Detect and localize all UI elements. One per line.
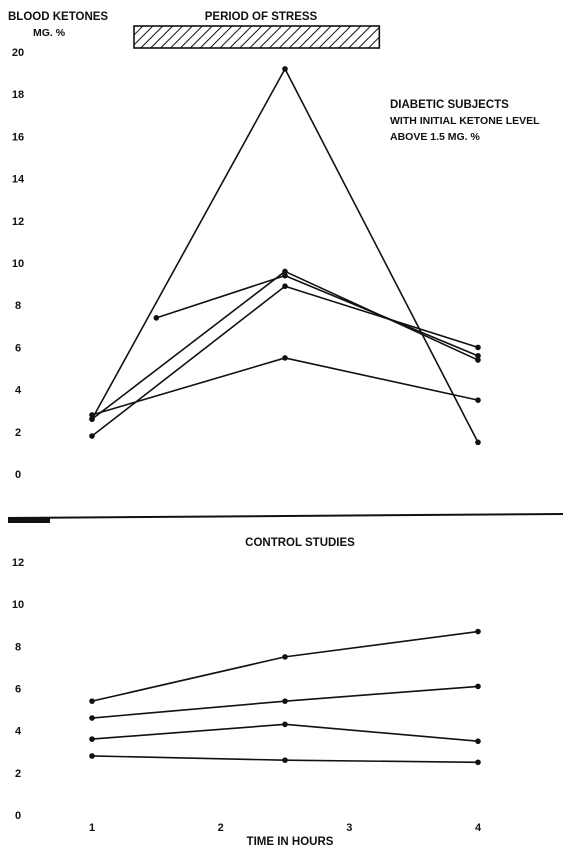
1-xtick-label: 1	[89, 822, 95, 834]
1-ytick-label: 12	[12, 557, 24, 569]
bottom-series-points	[89, 628, 481, 766]
1-data-point	[89, 698, 95, 704]
0-data-point	[475, 397, 481, 403]
1-data-point	[89, 715, 95, 721]
x-axis-label: TIME IN HOURS	[247, 836, 334, 848]
0-ytick-label: 10	[12, 258, 24, 270]
y-axis-label-line2: MG. %	[33, 27, 66, 39]
1-ytick-label: 4	[15, 726, 22, 738]
bottom-y-axis-ticks: 0 2 4 6 8 10 12	[12, 557, 24, 822]
1-ytick-label: 10	[12, 599, 24, 611]
0-ytick-label: 12	[12, 216, 24, 228]
stress-period-label: PERIOD OF STRESS	[205, 11, 318, 23]
1-data-point	[475, 738, 481, 745]
divider-mark	[8, 517, 50, 523]
0-data-point	[282, 268, 288, 275]
1-ytick-label: 2	[15, 768, 21, 780]
0-data-point	[475, 357, 481, 363]
0-series-line-4	[91, 285, 479, 437]
y-axis-label-line1: BLOOD KETONES	[8, 11, 108, 23]
bottom-x-axis-ticks: 1 2 3 4	[89, 822, 482, 834]
1-data-point	[282, 721, 288, 728]
0-series-line-5	[91, 357, 479, 416]
1-xtick-label: 3	[346, 822, 352, 834]
1-data-point	[475, 759, 481, 766]
0-ytick-label: 8	[15, 300, 21, 312]
0-ytick-label: 4	[15, 385, 22, 397]
0-ytick-label: 14	[12, 174, 25, 186]
top-series-points	[89, 66, 481, 446]
annotation-line-3: ABOVE 1.5 MG. %	[390, 131, 481, 143]
top-y-axis-ticks: 0 2 4 6 8 10 12 14 16 18 20	[12, 47, 25, 481]
0-data-point	[89, 412, 95, 418]
0-ytick-label: 2	[15, 427, 21, 439]
0-series-line-2	[156, 274, 479, 357]
control-studies-title: CONTROL STUDIES	[245, 537, 355, 549]
0-data-point	[89, 433, 95, 439]
1-xtick-label: 2	[218, 822, 224, 834]
1-data-point	[282, 757, 288, 763]
1-ytick-label: 8	[15, 641, 21, 653]
0-data-point	[282, 66, 288, 72]
0-data-point	[89, 416, 95, 422]
1-data-point	[475, 628, 481, 635]
0-ytick-label: 6	[15, 342, 21, 354]
0-data-point	[282, 355, 288, 361]
0-ytick-label: 20	[12, 47, 24, 59]
stress-period-bar	[133, 25, 381, 49]
bottom-series-lines	[91, 630, 479, 764]
1-ytick-label: 6	[15, 684, 21, 696]
1-xtick-label: 4	[475, 822, 482, 834]
panel-divider	[7, 513, 564, 519]
0-data-point	[475, 353, 481, 359]
0-ytick-label: 18	[12, 89, 24, 101]
0-data-point	[475, 344, 481, 351]
1-data-point	[282, 698, 288, 704]
1-ytick-label: 0	[15, 810, 21, 822]
1-data-point	[282, 654, 288, 660]
annotation-line-2: WITH INITIAL KETONE LEVEL	[390, 115, 540, 127]
0-data-point	[475, 439, 481, 446]
0-data-point	[153, 315, 160, 321]
0-data-point	[282, 272, 288, 279]
1-data-point	[475, 683, 481, 690]
1-data-point	[89, 736, 95, 742]
0-ytick-label: 0	[15, 469, 21, 481]
0-ytick-label: 16	[12, 131, 24, 143]
1-data-point	[89, 753, 95, 759]
0-data-point	[282, 283, 288, 290]
0-series-line-3	[91, 270, 479, 420]
annotation-line-1: DIABETIC SUBJECTS	[390, 99, 509, 111]
